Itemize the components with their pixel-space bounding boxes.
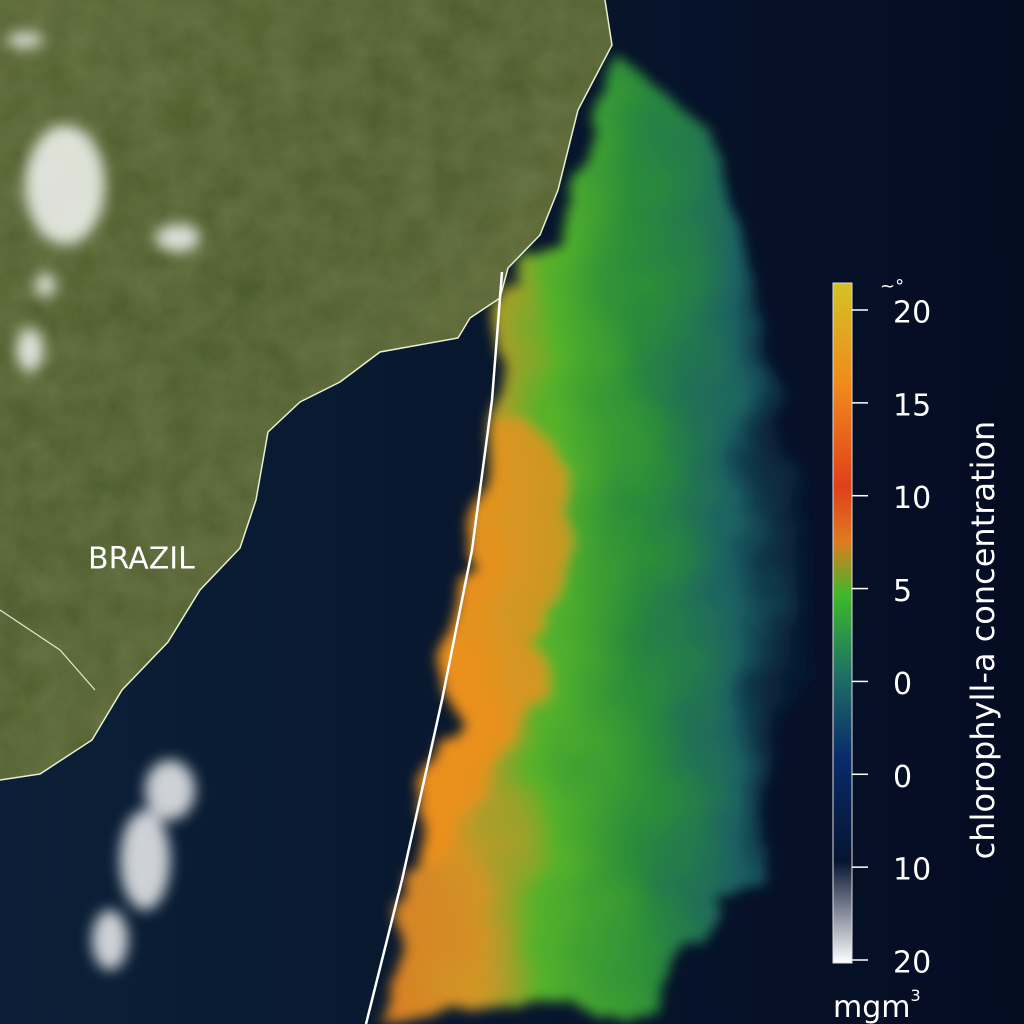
coastline bbox=[0, 0, 613, 781]
colorbar-ticks: 20 15 10 5 0 0 10 20 bbox=[852, 296, 931, 981]
cloud bbox=[35, 273, 55, 297]
country-label: BRAZIL bbox=[88, 542, 195, 577]
plume-core bbox=[420, 418, 560, 867]
cloud bbox=[16, 328, 44, 372]
cloud bbox=[92, 910, 128, 970]
colorbar bbox=[832, 282, 853, 964]
cloud bbox=[7, 32, 43, 48]
cloud bbox=[156, 224, 200, 252]
colorbar-tick-label: 20 bbox=[893, 296, 931, 331]
colorbar-tick-label: 0 bbox=[893, 667, 912, 702]
unit-superscript: 3 bbox=[911, 986, 921, 1005]
colorbar-tick-label: 15 bbox=[893, 388, 931, 423]
colorbar-tick-label: 20 bbox=[893, 946, 931, 981]
colorbar-top-mark: ~° bbox=[880, 276, 904, 297]
plume-boundary bbox=[364, 271, 504, 1024]
border bbox=[0, 609, 96, 691]
colorbar-tick-label: 10 bbox=[893, 481, 931, 516]
colorbar-tick-label: 0 bbox=[893, 760, 912, 795]
land bbox=[0, 0, 612, 780]
cloud bbox=[25, 125, 105, 245]
colorbar-unit: mgm3 bbox=[833, 986, 921, 1024]
chlorophyll-plume bbox=[380, 60, 820, 1024]
colorbar-tick-label: 5 bbox=[893, 574, 912, 609]
colorbar-tick-label: 10 bbox=[893, 853, 931, 888]
clouds bbox=[7, 32, 200, 970]
cloud bbox=[120, 810, 170, 910]
cloud bbox=[145, 760, 195, 820]
unit-text: mgm bbox=[833, 990, 911, 1024]
colorbar-title: chlorophyll-a concentration bbox=[964, 421, 1002, 860]
